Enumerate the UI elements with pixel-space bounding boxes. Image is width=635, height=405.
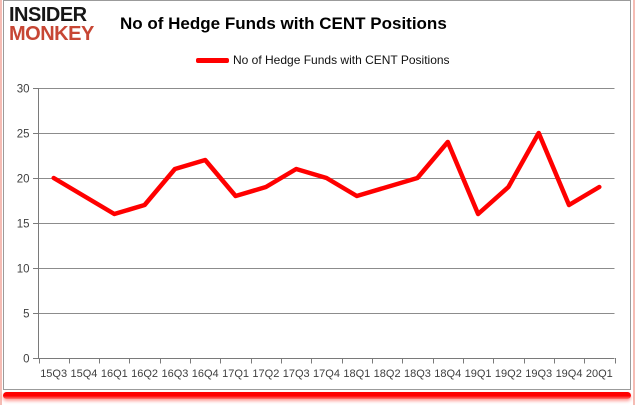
x-axis-tick-label: 15Q3 — [40, 368, 67, 380]
brand-logo-monkey: MONKEY — [9, 23, 94, 45]
y-axis-tick-label: 0 — [23, 354, 29, 366]
x-axis-tick-label: 16Q4 — [192, 368, 219, 380]
legend-line-marker-icon — [196, 57, 229, 63]
frame-right-border — [633, 0, 635, 405]
legend: No of Hedge Funds with CENT Positions — [196, 53, 450, 67]
y-axis-tick-label: 25 — [17, 129, 30, 141]
y-axis-tick-label: 5 — [23, 309, 29, 321]
bottom-red-bar — [3, 392, 631, 399]
x-axis-tick-label: 16Q1 — [101, 368, 128, 380]
x-axis-tick-label: 17Q2 — [252, 368, 279, 380]
x-axis-tick-label: 17Q3 — [283, 368, 310, 380]
x-axis-tick-label: 19Q4 — [556, 368, 583, 380]
x-axis-tick-label: 19Q2 — [495, 368, 522, 380]
brand-logo-insider: INSIDER — [9, 4, 87, 26]
x-axis-tick-label: 18Q3 — [404, 368, 431, 380]
x-axis-tick-label: 15Q4 — [71, 368, 98, 380]
chart-svg: 0 5 10 15 20 25 30 15Q3 15Q4 16Q1 16Q2 16Q3 16Q4 17Q1… — [17, 84, 616, 380]
y-axis-tick-label: 30 — [17, 84, 30, 96]
x-axis-tick-label: 16Q3 — [161, 368, 188, 380]
chart-frame — [3, 0, 631, 390]
y-axis-tick-label: 20 — [17, 174, 30, 186]
x-axis-tick-label: 18Q2 — [374, 368, 401, 380]
x-axis-tick-label: 16Q2 — [131, 368, 158, 380]
x-axis-tick-label: 17Q1 — [222, 368, 249, 380]
legend-label: No of Hedge Funds with CENT Positions — [233, 53, 450, 67]
x-axis-tick-label: 19Q3 — [525, 368, 552, 380]
frame-left-border — [0, 0, 2, 405]
x-axis-tick-label: 18Q4 — [434, 368, 461, 380]
x-axis-tick-label: 18Q1 — [343, 368, 370, 380]
series-line — [51, 130, 602, 217]
brand-logo: INSIDER MONKEY — [9, 5, 94, 45]
x-axis-tick-label: 20Q1 — [586, 368, 613, 380]
chart-title: No of Hedge Funds with CENT Positions — [120, 14, 447, 33]
x-axis-tick-label: 19Q1 — [465, 368, 492, 380]
x-axis-tick-label: 17Q4 — [313, 368, 340, 380]
y-axis-tick-label: 10 — [17, 264, 30, 276]
y-axis-tick-label: 15 — [17, 219, 30, 231]
